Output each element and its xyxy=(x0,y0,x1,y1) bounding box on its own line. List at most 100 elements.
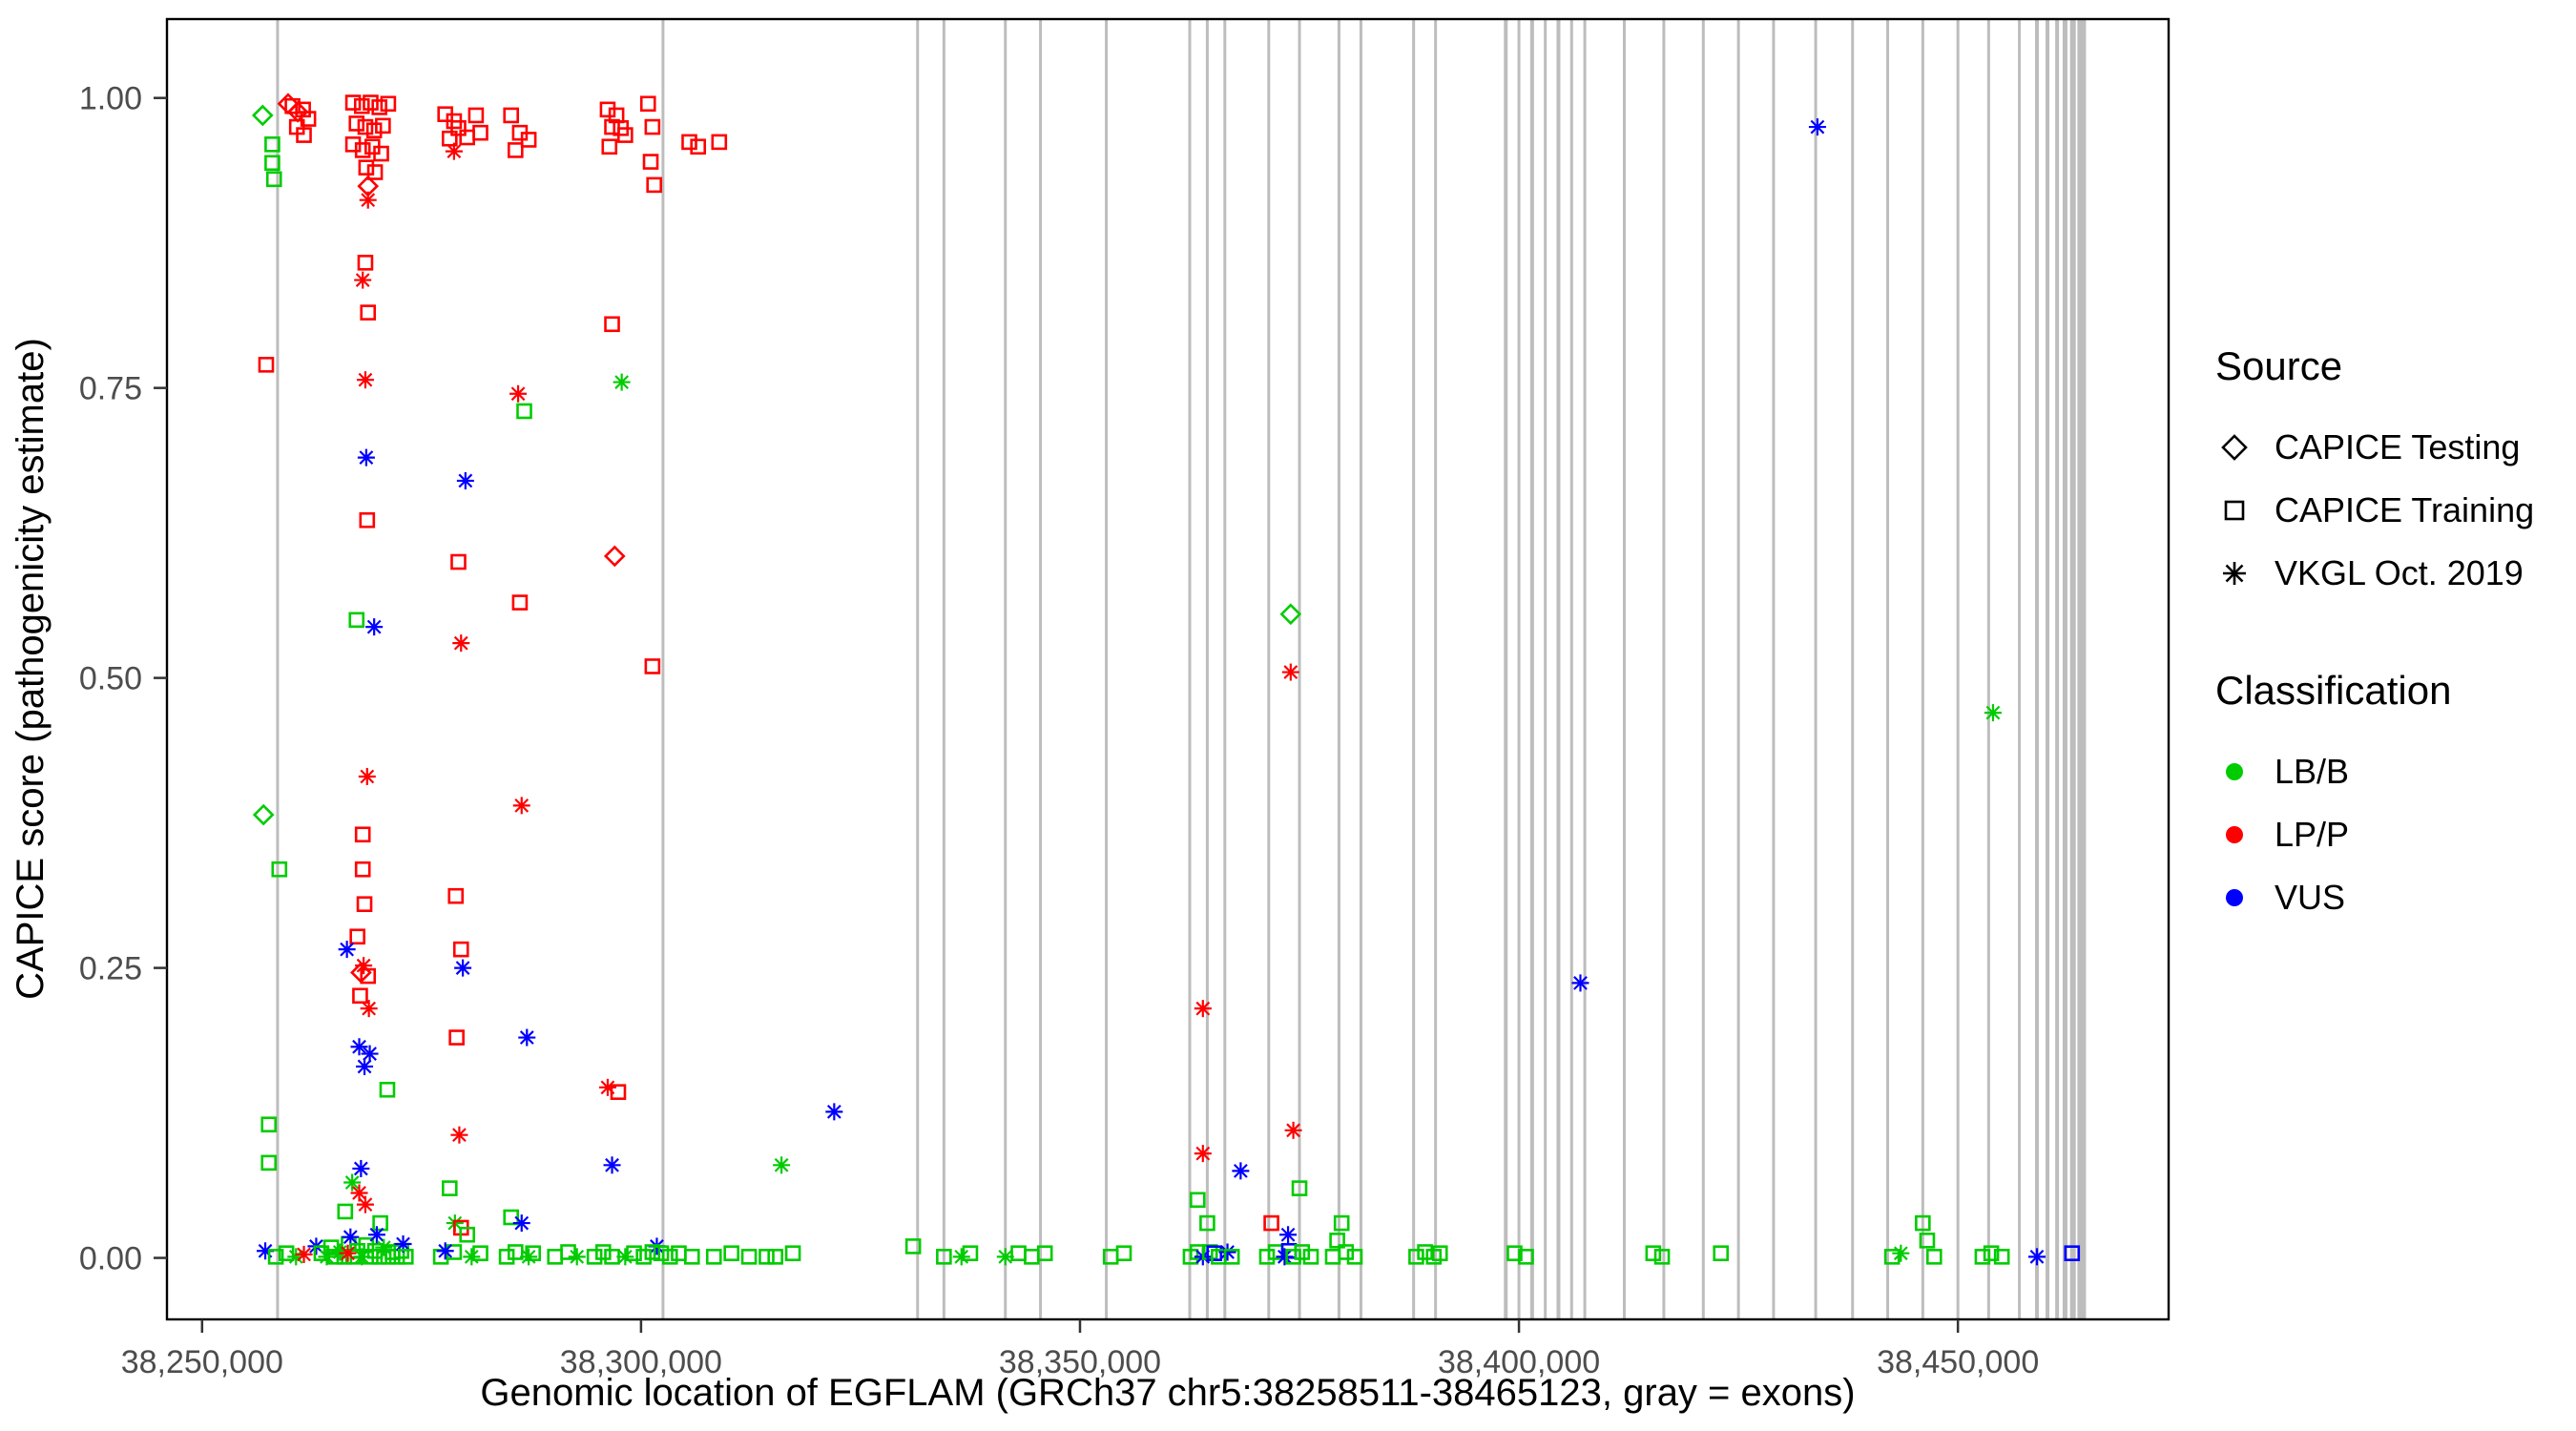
data-point xyxy=(260,1154,278,1172)
data-point xyxy=(1892,1244,1910,1262)
data-point xyxy=(520,132,537,148)
data-point xyxy=(344,94,362,111)
data-point xyxy=(356,1057,374,1075)
data-point xyxy=(363,94,379,111)
data-point xyxy=(503,1209,520,1226)
data-point xyxy=(318,1248,336,1266)
data-point xyxy=(904,1238,922,1255)
data-point xyxy=(1645,1245,1662,1261)
legend-item-vkgl: VKGL Oct. 2019 xyxy=(2215,542,2534,605)
data-point xyxy=(1919,1233,1936,1249)
data-point xyxy=(1291,1180,1308,1196)
data-point xyxy=(450,119,467,136)
data-point xyxy=(508,142,524,158)
data-point xyxy=(441,1180,458,1196)
data-point xyxy=(459,129,476,146)
data-point xyxy=(635,1249,652,1265)
data-point xyxy=(644,1244,661,1260)
data-point xyxy=(1346,1249,1363,1265)
y-tick-label: 0.50 xyxy=(79,661,142,697)
data-point xyxy=(639,95,656,113)
x-tick-label: 38,450,000 xyxy=(1877,1344,2039,1380)
data-point xyxy=(661,1249,678,1265)
data-point xyxy=(445,142,463,160)
data-point xyxy=(1223,1249,1240,1265)
data-point xyxy=(936,1249,952,1265)
data-point xyxy=(962,1245,979,1261)
data-point xyxy=(452,634,470,653)
data-point xyxy=(322,1239,340,1255)
data-point xyxy=(348,612,365,629)
data-point xyxy=(342,1228,360,1246)
data-point xyxy=(603,1156,621,1174)
legend-item-label: CAPICE Testing xyxy=(2275,427,2521,467)
data-point xyxy=(1024,1249,1040,1265)
data-point xyxy=(1263,1214,1279,1232)
legend-item-lpp: LP/P xyxy=(2215,803,2534,866)
data-point xyxy=(356,896,373,913)
legend-item-label: LB/B xyxy=(2275,752,2350,791)
x-tick-label: 38,250,000 xyxy=(121,1344,283,1380)
data-point xyxy=(617,127,634,143)
data-point xyxy=(1653,1249,1671,1265)
data-point xyxy=(646,176,662,194)
data-point xyxy=(264,136,280,153)
data-point xyxy=(595,1244,612,1260)
data-point xyxy=(512,1214,530,1233)
data-point xyxy=(356,371,374,389)
data-point xyxy=(265,171,282,188)
data-point xyxy=(1506,1245,1523,1261)
data-point xyxy=(353,97,370,114)
data-point xyxy=(343,1173,362,1192)
data-point xyxy=(366,164,384,180)
data-point xyxy=(354,142,371,158)
data-point xyxy=(1926,1249,1942,1265)
data-point xyxy=(683,1249,700,1265)
data-point xyxy=(373,145,389,162)
data-point xyxy=(252,803,275,826)
data-point xyxy=(1036,1245,1053,1261)
data-point xyxy=(277,93,300,115)
data-point xyxy=(452,941,469,958)
data-point xyxy=(472,124,488,141)
data-point xyxy=(260,1116,278,1133)
data-point xyxy=(450,1126,468,1144)
legend-classification: Classification LB/B LP/P VUS xyxy=(2215,668,2534,929)
data-point xyxy=(1258,1249,1276,1265)
data-point xyxy=(603,545,626,568)
data-point xyxy=(264,155,280,172)
data-point xyxy=(1279,603,1302,626)
data-point xyxy=(508,1244,524,1260)
data-point xyxy=(365,618,384,636)
data-point xyxy=(705,1249,722,1265)
data-point xyxy=(300,111,317,127)
data-point xyxy=(1408,1249,1424,1265)
data-point xyxy=(1284,1121,1302,1139)
data-point xyxy=(1571,974,1589,992)
data-point xyxy=(354,826,371,843)
data-point xyxy=(1974,1249,1991,1265)
data-point xyxy=(996,1248,1014,1266)
data-point xyxy=(1285,1249,1301,1265)
data-point xyxy=(511,594,529,611)
data-point xyxy=(1713,1245,1730,1261)
data-point xyxy=(360,967,377,985)
data-point xyxy=(604,118,620,135)
data-point xyxy=(642,154,659,170)
data-point xyxy=(1206,1245,1223,1261)
data-point xyxy=(952,1248,970,1266)
data-point xyxy=(350,1184,368,1202)
data-point xyxy=(337,1203,354,1220)
data-point xyxy=(613,373,631,391)
data-point xyxy=(267,1249,284,1265)
data-point xyxy=(1189,1192,1206,1209)
data-point xyxy=(295,1245,313,1263)
legend-item-vus: VUS xyxy=(2215,866,2534,929)
legend: Source CAPICE Testing CAPICE Training xyxy=(2215,343,2534,929)
data-point xyxy=(518,1028,536,1047)
data-point xyxy=(767,1249,783,1265)
data-point xyxy=(1417,1244,1433,1260)
data-point xyxy=(1518,1249,1534,1265)
